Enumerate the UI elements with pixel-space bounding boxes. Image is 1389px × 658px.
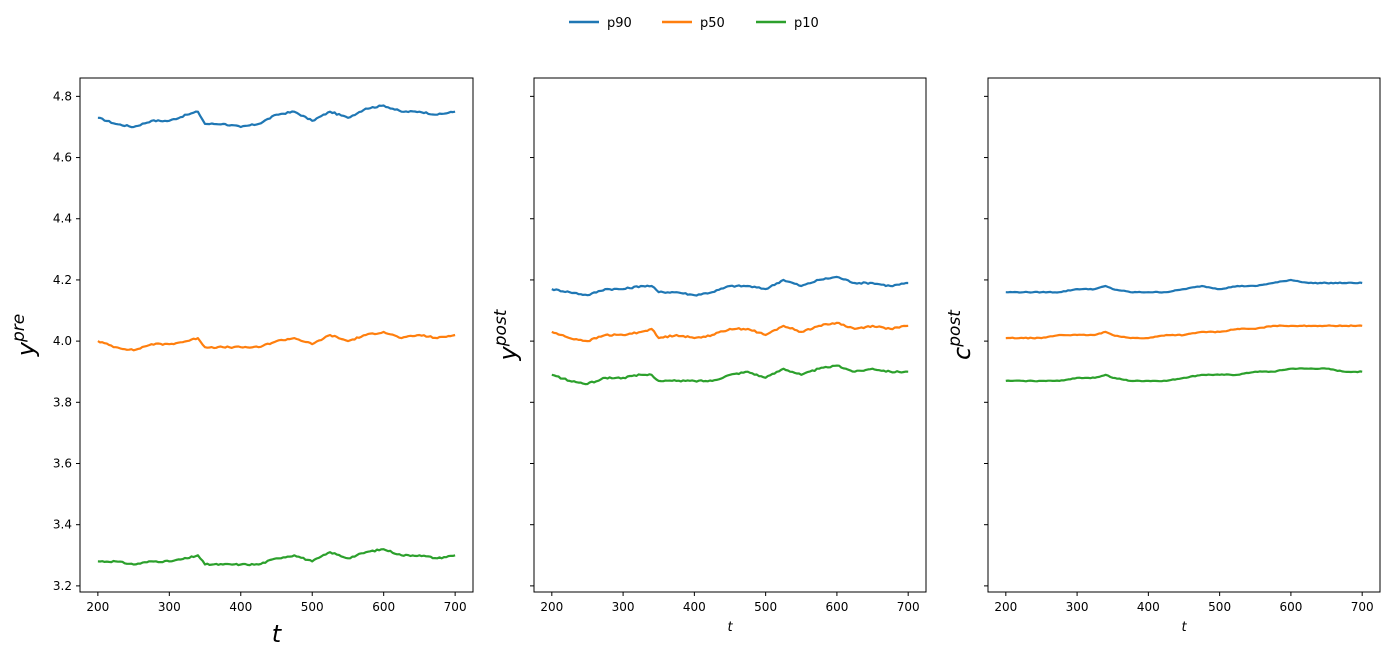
x-axis-label: t bbox=[727, 620, 733, 635]
y-axis-label-superscript: post bbox=[491, 308, 511, 347]
x-tick-label: 400 bbox=[683, 600, 706, 614]
legend-entry-p90: p90 bbox=[569, 16, 632, 31]
x-tick-label: 200 bbox=[994, 600, 1017, 614]
x-tick-label: 400 bbox=[229, 600, 252, 614]
y-tick-label: 4.2 bbox=[53, 273, 72, 287]
y-tick-label: 3.6 bbox=[53, 457, 72, 471]
y-tick-label: 4.6 bbox=[53, 151, 72, 165]
y-axis-label-superscript: post bbox=[945, 309, 965, 348]
axes-frame bbox=[533, 77, 927, 593]
x-tick-label: 500 bbox=[1208, 600, 1231, 614]
x-tick-label: 700 bbox=[897, 600, 920, 614]
series-line-p10 bbox=[551, 364, 909, 386]
axes-frame bbox=[79, 77, 474, 593]
legend-label-p10: p10 bbox=[794, 16, 819, 31]
x-tick-label: 500 bbox=[754, 600, 777, 614]
y-axis-label: ypost bbox=[491, 308, 522, 361]
axes-frame bbox=[987, 77, 1381, 593]
x-axis-label: t bbox=[272, 620, 283, 648]
legend-entry-p10: p10 bbox=[756, 16, 819, 31]
x-tick-label: 300 bbox=[612, 600, 635, 614]
x-tick-label: 700 bbox=[444, 600, 467, 614]
y-axis-label-base: y bbox=[494, 345, 522, 361]
x-tick-label: 600 bbox=[825, 600, 848, 614]
y-tick-label: 4.0 bbox=[53, 334, 72, 348]
x-axis-label: t bbox=[1181, 620, 1187, 635]
y-axis-label-base: c bbox=[948, 347, 976, 360]
panel-y-post: 200 300 400 500 600 700 t ypost bbox=[491, 77, 927, 635]
x-tick-label: 200 bbox=[540, 600, 563, 614]
series-line-p90 bbox=[551, 275, 909, 297]
series-line-p10 bbox=[1005, 367, 1363, 383]
series-line-p50 bbox=[97, 330, 456, 352]
series-line-p90 bbox=[97, 104, 456, 129]
panel-c-post: 200 300 400 500 600 700 t cpost bbox=[945, 77, 1381, 635]
x-tick-label: 300 bbox=[1066, 600, 1089, 614]
y-tick-label: 4.4 bbox=[53, 212, 72, 226]
y-axis-label: cpost bbox=[945, 309, 976, 360]
legend-entry-p50: p50 bbox=[662, 16, 725, 31]
legend-label-p50: p50 bbox=[700, 16, 725, 31]
series-line-p90 bbox=[1005, 278, 1363, 294]
x-tick-label: 200 bbox=[86, 600, 109, 614]
x-tick-label: 600 bbox=[1279, 600, 1302, 614]
y-axis-label-base: y bbox=[12, 341, 40, 357]
panel-y-pre: 200 300 400 500 600 700 3.2 3.4 3.6 3.8 4.0 4.2 4.4 4… bbox=[9, 77, 474, 648]
legend-label-p90: p90 bbox=[607, 16, 632, 31]
series-line-p10 bbox=[97, 548, 456, 567]
y-tick-label: 3.4 bbox=[53, 518, 72, 532]
y-axis-label-superscript: pre bbox=[9, 314, 29, 343]
y-tick-label: 3.8 bbox=[53, 395, 72, 409]
x-tick-label: 600 bbox=[372, 600, 395, 614]
series-line-p50 bbox=[1005, 324, 1363, 340]
x-tick-label: 700 bbox=[1351, 600, 1374, 614]
series-line-p50 bbox=[551, 321, 909, 343]
x-tick-label: 500 bbox=[301, 600, 324, 614]
x-tick-label: 300 bbox=[158, 600, 181, 614]
y-tick-label: 3.2 bbox=[53, 579, 72, 593]
y-axis-label: ypre bbox=[9, 314, 40, 357]
y-tick-label: 4.8 bbox=[53, 89, 72, 103]
legend: p90 p50 p10 bbox=[569, 16, 819, 31]
x-tick-label: 400 bbox=[1137, 600, 1160, 614]
